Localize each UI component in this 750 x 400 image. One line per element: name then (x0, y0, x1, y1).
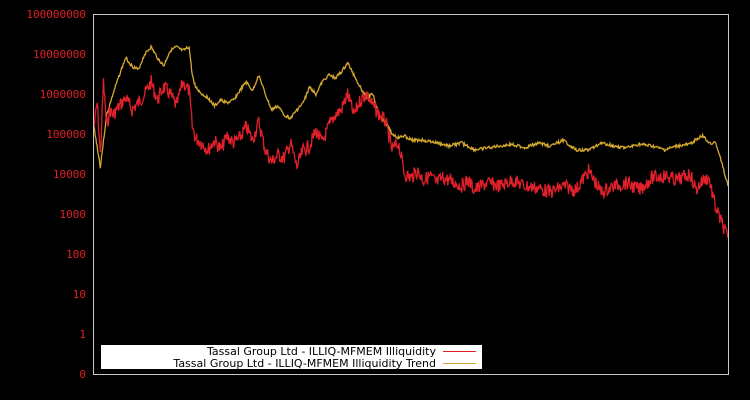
plot-frame (93, 14, 729, 375)
y-tick-label: 10000 (53, 168, 86, 181)
legend: Tassal Group Ltd - ILLIQ-MFMEM Illiquidi… (101, 345, 482, 370)
y-tick-label: 100000000 (26, 8, 86, 21)
y-tick-label: 10000000 (33, 48, 86, 61)
legend-label-trend: Tassal Group Ltd - ILLIQ-MFMEM Illiquidi… (172, 357, 436, 370)
illiquidity-line (93, 75, 729, 239)
y-tick-label: 1 (79, 328, 86, 341)
trend-line (93, 44, 729, 187)
legend-box (101, 345, 482, 369)
y-tick-label: 1000 (60, 208, 87, 221)
y-tick-label: 100 (66, 248, 86, 261)
y-tick-label: 0 (79, 368, 86, 381)
legend-label-illiquidity: Tassal Group Ltd - ILLIQ-MFMEM Illiquidi… (206, 345, 436, 358)
y-tick-label: 10 (73, 288, 86, 301)
series-layer (93, 44, 729, 239)
y-tick-label: 100000 (46, 128, 86, 141)
y-tick-label: 1000000 (40, 88, 86, 101)
y-axis-labels: 100000000 10000000 1000000 100000 10000 … (26, 8, 86, 381)
